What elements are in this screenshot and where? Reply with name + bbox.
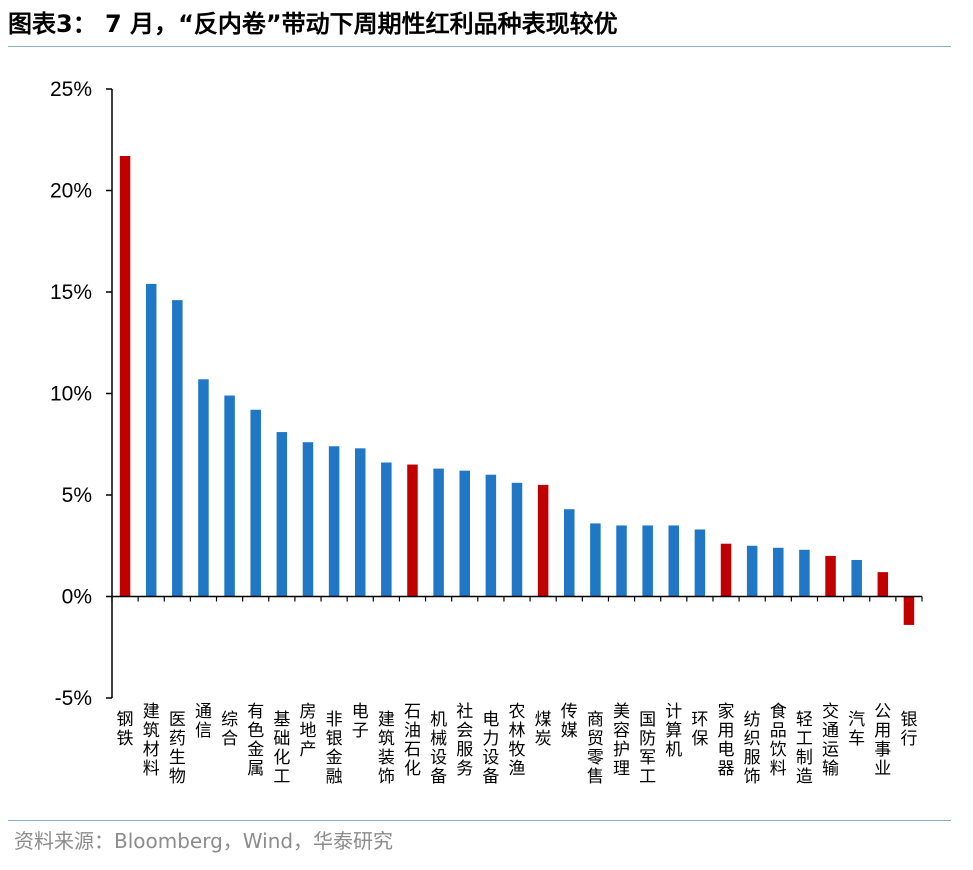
bar [746,545,758,597]
bar [485,474,497,597]
y-tick-label: 20% [50,180,92,203]
bar [354,448,366,597]
x-category-label: 汽车 [848,710,865,749]
x-category-label: 农林牧渔 [509,702,526,779]
bar [276,432,288,597]
x-category-label: 银行 [900,710,917,749]
x-category-label: 计算机 [665,702,682,760]
y-tick-label: 25% [50,78,92,101]
x-category-label: 有色金属 [247,702,264,779]
bar [145,283,157,597]
x-category-label: 石油石化 [404,702,421,779]
bar [119,155,131,597]
bar [825,555,836,597]
bar [564,509,575,597]
bar [694,529,706,597]
bar [433,468,444,597]
x-category-label: 轻工制造 [796,710,813,787]
source-note: 资料来源：Bloomberg，Wind，华泰研究 [14,829,394,853]
bar [616,525,627,597]
x-category-label: 交通运输 [822,702,839,779]
x-category-label: 煤炭 [535,710,552,749]
bar [537,484,549,597]
y-tick-label: -5% [55,687,92,710]
x-category-label: 建筑材料 [143,702,160,779]
x-category-label: 家用电器 [718,702,735,779]
title-divider [8,46,951,47]
x-category-label: 房地产 [299,702,316,760]
bar [720,543,732,597]
x-category-label: 建筑装饰 [378,710,395,787]
x-category-label: 环保 [691,710,708,749]
x-category-label: 电力设备 [482,710,499,787]
x-category-label: 食品饮料 [770,702,787,779]
x-category-label: 商贸零售 [587,710,604,787]
bar [172,300,183,597]
x-category-label: 钢铁 [117,710,134,749]
x-category-label: 纺织服饰 [744,710,761,787]
figure-title: 图表3： 7 月，“反内卷”带动下周期性红利品种表现较优 [8,10,618,38]
bar [877,572,889,597]
bar [459,470,470,597]
x-category-label: 国防军工 [639,710,656,787]
y-tick-label: 10% [50,383,92,406]
bar [903,596,915,625]
x-category-label: 传媒 [561,702,578,741]
bar [590,523,601,597]
x-category-label: 社会服务 [456,702,473,779]
bar [381,462,392,597]
bar [250,409,261,597]
bar [668,525,680,597]
bar [302,442,314,597]
x-category-label: 医药生物 [169,710,186,787]
x-category-label: 公用事业 [874,702,891,779]
x-category-label: 综合 [221,710,238,749]
y-tick-label: 15% [50,281,92,304]
bar [224,395,235,597]
bar-series [119,155,915,625]
bar [773,547,784,597]
y-tick-label: 0% [62,586,92,609]
category-labels: 钢铁建筑材料医药生物通信综合有色金属基础化工房地产非银金融电子建筑装饰石油石化机… [117,702,918,787]
bar [407,464,418,597]
x-category-label: 电子 [352,702,369,741]
y-axis: -5% 0% 5% 10% 15% 20% 25% [50,78,113,710]
x-category-label: 基础化工 [273,710,290,787]
bar [198,379,209,597]
bar [328,446,340,597]
x-category-label: 非银金融 [326,710,343,787]
bar [799,549,810,597]
x-category-label: 机械设备 [430,710,447,787]
x-category-label: 通信 [195,702,212,741]
bar [642,525,653,597]
y-tick-label: 5% [62,484,92,507]
x-category-label: 美容护理 [613,702,630,779]
source-divider [8,820,951,821]
bar [851,559,862,597]
bar [511,482,523,597]
x-axis [111,595,923,602]
